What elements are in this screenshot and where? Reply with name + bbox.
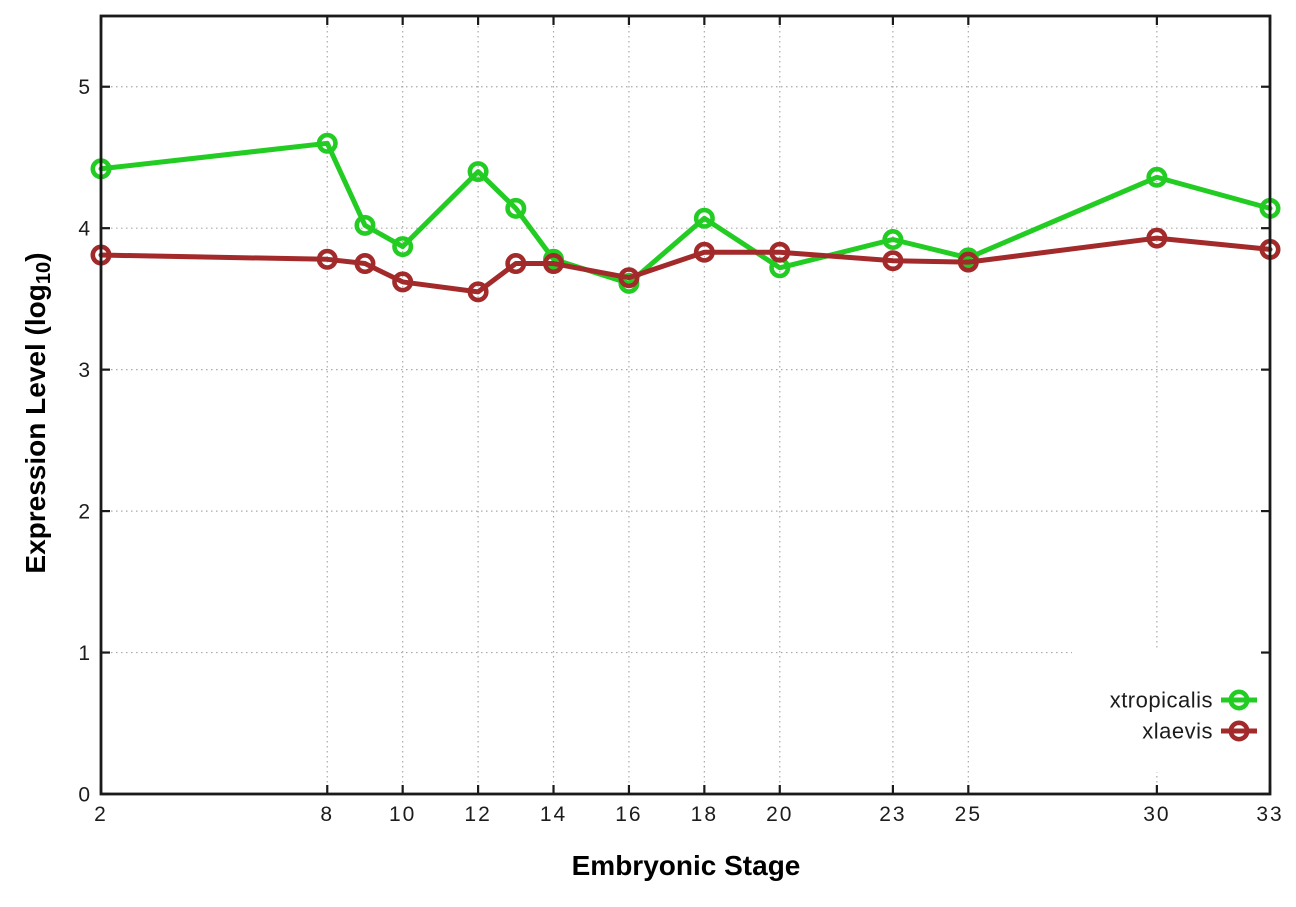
y-tick-label: 3: [78, 359, 92, 382]
y-tick-label: 0: [78, 784, 92, 807]
series-xlaevis-marker: [316, 248, 338, 270]
x-tick-label: 20: [766, 803, 793, 826]
series-xlaevis-marker: [882, 250, 904, 272]
y-tick-label: 5: [78, 76, 92, 99]
x-tick-label: 10: [389, 803, 416, 826]
series-xlaevis-marker: [505, 253, 527, 275]
series-xlaevis-marker: [467, 281, 489, 303]
series-xtropicalis-marker: [882, 228, 904, 250]
y-tick-label: 2: [78, 501, 92, 524]
y-axis-label-suffix: ): [19, 252, 51, 262]
series-xtropicalis-marker: [354, 214, 376, 236]
series-xlaevis-marker: [1146, 227, 1168, 249]
series-xlaevis-marker: [957, 251, 979, 273]
legend-background: [1072, 648, 1267, 772]
x-tick-label: 23: [879, 803, 906, 826]
series-xlaevis-marker: [693, 241, 715, 263]
x-axis-label: Embryonic Stage: [571, 850, 801, 881]
x-tick-label: 16: [615, 803, 642, 826]
series-xtropicalis-marker: [693, 207, 715, 229]
series-xtropicalis-marker: [1146, 166, 1168, 188]
y-tick-label: 1: [78, 642, 92, 665]
series-xlaevis-line: [98, 235, 1273, 295]
y-axis-label: Expression Level (log10): [20, 252, 56, 573]
plot-border: [99, 14, 1272, 796]
x-tick-label: 14: [540, 803, 567, 826]
y-tick-label: 4: [78, 218, 92, 241]
y-axis-label-text: Expression Level (log: [19, 284, 51, 574]
x-tick-label: 33: [1256, 803, 1283, 826]
series-xlaevis-marker: [543, 253, 565, 275]
series-xtropicalis-marker: [392, 236, 414, 258]
x-tick-label: 25: [955, 803, 982, 826]
series-xlaevis-marker: [618, 267, 640, 289]
x-tick-label: 2: [94, 803, 108, 826]
series-xlaevis-marker: [392, 271, 414, 293]
x-tick-label: 30: [1143, 803, 1170, 826]
x-tick-label: 8: [320, 803, 334, 826]
legend-label-xtropicalis: xtropicalis: [1110, 688, 1213, 713]
y-axis-label-subscript: 10: [33, 261, 56, 285]
legend-label-xlaevis: xlaevis: [1142, 719, 1213, 744]
series-xlaevis-marker: [769, 241, 791, 263]
x-tick-label: 12: [464, 803, 491, 826]
series-xlaevis-marker: [354, 253, 376, 275]
series-xtropicalis-marker: [316, 132, 338, 154]
series-xtropicalis-marker: [505, 197, 527, 219]
x-tick-label: 18: [691, 803, 718, 826]
series-xtropicalis-marker: [467, 161, 489, 183]
legend-marker-xtropicalis: [1228, 689, 1250, 711]
legend-marker-xlaevis: [1228, 720, 1250, 742]
series-xtropicalis-line: [98, 140, 1273, 286]
